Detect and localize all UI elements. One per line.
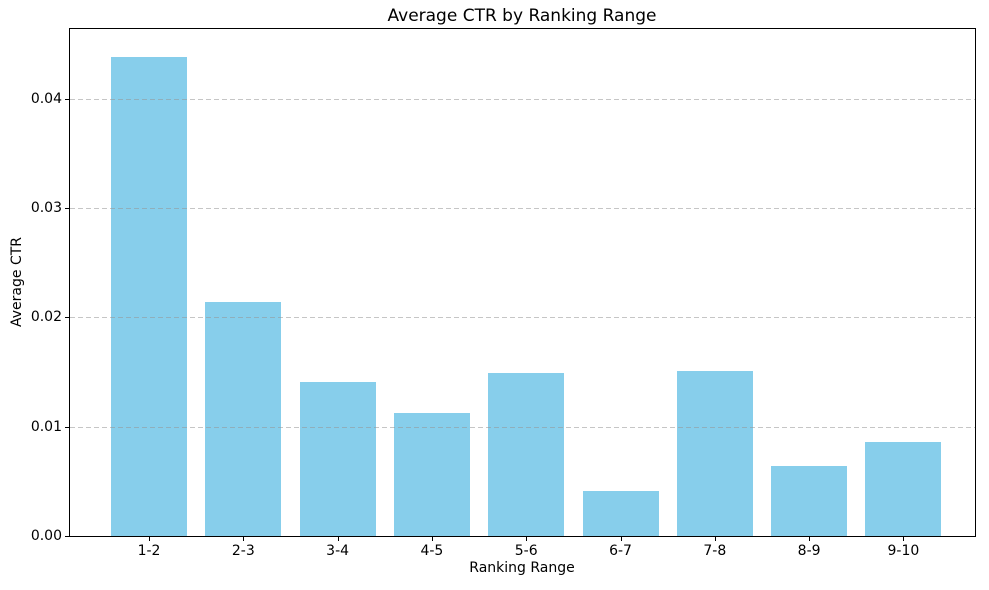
x-tick — [903, 536, 905, 541]
y-tick — [65, 208, 70, 210]
x-tick-label: 6-7 — [609, 543, 632, 559]
bar-3-4 — [299, 381, 376, 536]
bar-5-6 — [488, 373, 565, 536]
x-tick — [431, 536, 433, 541]
y-tick-label: 0.00 — [30, 528, 62, 544]
y-tick-label: 0.04 — [30, 90, 62, 107]
grid-line — [70, 208, 975, 210]
bar-4-5 — [393, 412, 470, 536]
y-tick — [65, 536, 70, 537]
x-tick — [714, 536, 716, 541]
bar-1-2 — [111, 57, 187, 536]
x-tick — [337, 536, 339, 541]
y-tick — [65, 98, 70, 100]
x-tick-label: 8-9 — [797, 543, 821, 559]
x-tick — [620, 536, 622, 541]
x-tick — [243, 536, 245, 541]
x-tick-label: 7-8 — [703, 543, 727, 559]
x-tick-label: 2-3 — [231, 543, 255, 559]
x-tick — [809, 536, 811, 541]
grid-line — [70, 317, 975, 319]
y-tick-label: 0.02 — [30, 309, 62, 326]
x-tick-label: 3-4 — [326, 543, 350, 559]
x-tick-label: 5-6 — [514, 543, 538, 559]
x-tick-label: 9-10 — [887, 543, 920, 559]
bar-6-7 — [582, 491, 659, 536]
chart-title: Average CTR by Ranking Range — [387, 6, 657, 26]
bar-2-3 — [205, 302, 282, 536]
y-tick-label: 0.01 — [30, 418, 62, 435]
grid-line — [70, 98, 975, 100]
x-tick — [149, 536, 150, 541]
grid-line — [70, 426, 975, 428]
y-axis-title: Average CTR — [9, 237, 25, 327]
x-tick-label: 4-5 — [420, 543, 444, 559]
y-tick — [65, 317, 70, 319]
plot-area: 0.00 0.01 0.02 0.03 0.04 1-2 2-3 3-4 4-5 5-6 6-7 7-… — [31, 28, 976, 559]
x-tick-label: 1-2 — [137, 543, 161, 559]
x-axis-title: Ranking Range — [469, 560, 575, 576]
y-tick — [65, 426, 70, 428]
bar-8-9 — [771, 466, 848, 536]
bar-7-8 — [676, 371, 753, 536]
bar-9-10 — [865, 442, 942, 536]
x-tick — [526, 536, 528, 541]
y-tick-label: 0.03 — [30, 200, 62, 217]
